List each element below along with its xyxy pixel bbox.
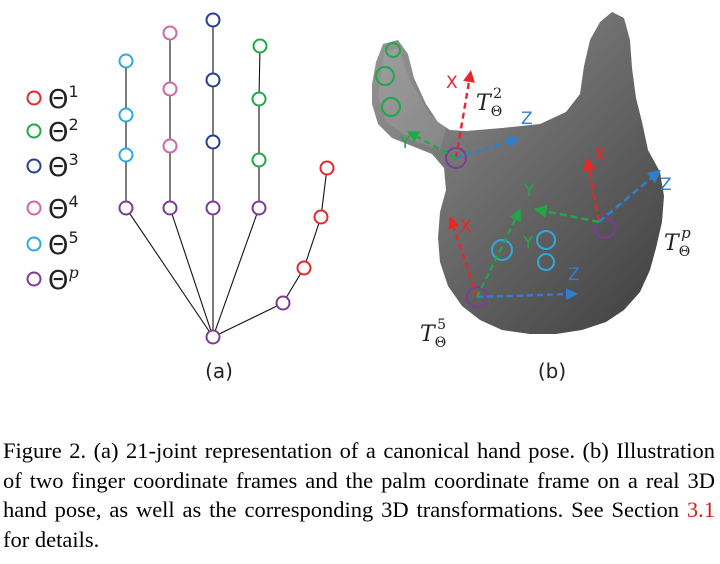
legend-item-theta2: Θ2 bbox=[26, 115, 79, 148]
caption-text: Figure 2. (a) 21-joint representation of… bbox=[3, 438, 715, 522]
joint-finger1 bbox=[296, 260, 312, 276]
joint-finger5 bbox=[118, 53, 134, 69]
joint-finger2 bbox=[251, 91, 267, 107]
joint-mcp bbox=[118, 200, 134, 216]
panel-a-skeleton: Θ1 Θ2 Θ3 Θ4 Θ5 Θp (a) bbox=[26, 12, 335, 383]
section-reference-link[interactable]: 3.1 bbox=[686, 497, 715, 522]
figure-caption: Figure 2. (a) 21-joint representation of… bbox=[3, 436, 715, 554]
frame-tp-axes bbox=[533, 157, 661, 224]
joint-mcp bbox=[251, 200, 267, 216]
joint-finger3 bbox=[205, 134, 221, 150]
joint-mcp bbox=[275, 295, 291, 311]
joint-finger1 bbox=[319, 160, 335, 176]
frame-t5-axes bbox=[448, 208, 578, 301]
depth-hand-silhouette bbox=[372, 12, 664, 334]
legend-item-theta4: Θ4 bbox=[26, 192, 79, 225]
svg-text:Z: Z bbox=[660, 175, 672, 195]
panel-b-hand-pose: X Z Y X Y Z X Z Y TΘ2 TΘ5 TΘp (b) bbox=[372, 12, 691, 383]
svg-text:X: X bbox=[460, 217, 472, 237]
hand-joints bbox=[375, 42, 616, 308]
legend-item-thetap: Θp bbox=[26, 263, 79, 296]
svg-text:Θ3: Θ3 bbox=[48, 150, 79, 183]
skeleton-bones bbox=[125, 20, 328, 338]
joint-finger4 bbox=[162, 25, 178, 41]
svg-text:Θ5: Θ5 bbox=[48, 228, 79, 261]
svg-text:Z: Z bbox=[568, 265, 580, 285]
svg-text:Θ2: Θ2 bbox=[48, 115, 79, 148]
joint-finger1 bbox=[313, 209, 329, 225]
joint-mcp bbox=[205, 200, 221, 216]
frame-t2-axes bbox=[406, 70, 520, 160]
joint-finger5 bbox=[118, 147, 134, 163]
skeleton-joints bbox=[118, 12, 335, 345]
joint-finger3 bbox=[205, 72, 221, 88]
svg-text:Θ1: Θ1 bbox=[48, 82, 79, 115]
joint-finger3 bbox=[205, 12, 221, 28]
legend-item-theta1: Θ1 bbox=[26, 82, 79, 115]
joint-finger2 bbox=[252, 38, 268, 54]
joint-finger2 bbox=[251, 152, 267, 168]
axis-labels: X Z Y X Y Z X Z Y bbox=[399, 73, 672, 285]
svg-text:X: X bbox=[594, 145, 606, 165]
frame-label-tp: TΘp bbox=[664, 224, 691, 260]
joint-finger4 bbox=[162, 138, 178, 154]
panel-a-label: (a) bbox=[205, 359, 233, 383]
svg-text:Θ4: Θ4 bbox=[48, 192, 79, 225]
legend-item-theta5: Θ5 bbox=[26, 228, 79, 261]
frame-label-t5: TΘ5 bbox=[420, 317, 446, 351]
svg-text:Y: Y bbox=[522, 233, 534, 253]
joint-palm bbox=[205, 329, 221, 345]
caption-text-end: for details. bbox=[3, 526, 100, 552]
joint-finger4 bbox=[162, 81, 178, 97]
legend-item-theta3: Θ3 bbox=[26, 150, 79, 183]
svg-text:Y: Y bbox=[523, 181, 535, 201]
panel-b-label: (b) bbox=[538, 359, 566, 383]
figure: Θ1 Θ2 Θ3 Θ4 Θ5 Θp (a) bbox=[26, 12, 691, 383]
svg-text:Y: Y bbox=[399, 133, 411, 153]
legend: Θ1 Θ2 Θ3 Θ4 Θ5 Θp bbox=[26, 82, 79, 296]
frame-label-t2: TΘ2 bbox=[476, 86, 502, 120]
svg-text:X: X bbox=[446, 73, 458, 93]
svg-text:Θp: Θp bbox=[48, 263, 79, 296]
joint-mcp bbox=[162, 200, 178, 216]
joint-finger5 bbox=[118, 107, 134, 123]
svg-text:Z: Z bbox=[521, 109, 533, 129]
